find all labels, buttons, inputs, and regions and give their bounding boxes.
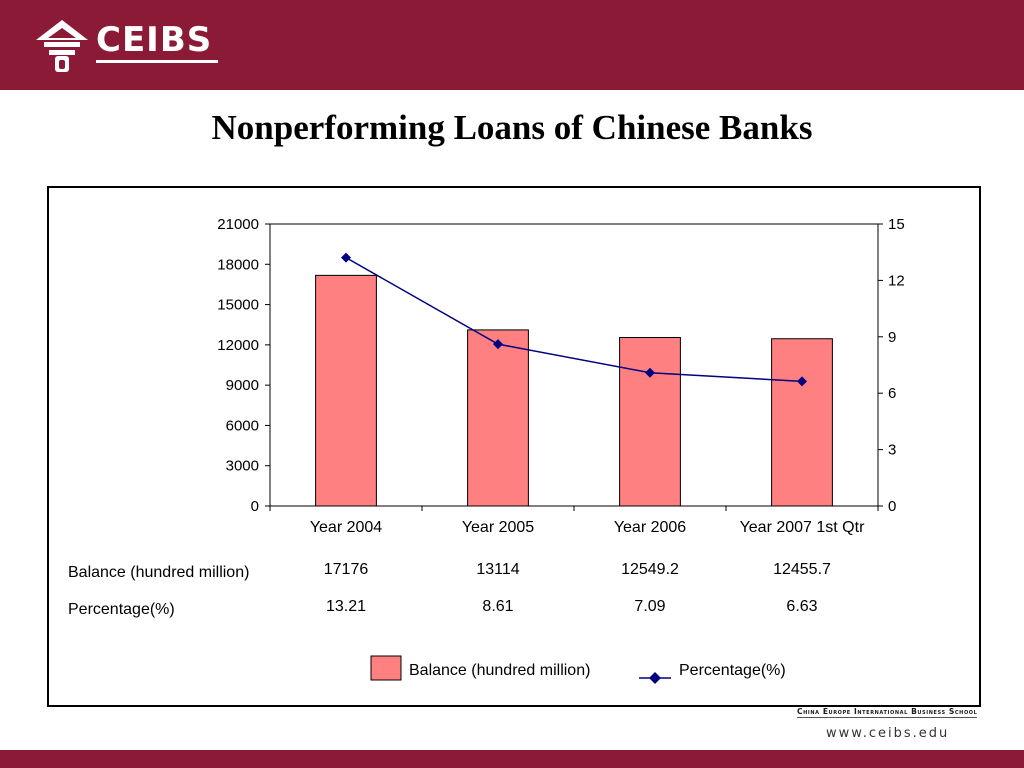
line-point xyxy=(341,252,351,263)
legend-marker-percentage xyxy=(649,672,661,684)
header-bar: CEIBS xyxy=(0,0,1024,90)
y-right-tick-label: 6 xyxy=(888,385,896,402)
table-cell: 12549.2 xyxy=(621,561,679,578)
table-cell: 8.61 xyxy=(482,598,513,615)
ceibs-logo-icon xyxy=(36,20,88,72)
combo-chart: 0 3000 6000 9000 12000 15000 18000 21000 0 3 6 9 12 1… xyxy=(68,216,905,684)
x-tick-label: Year 2004 xyxy=(310,519,382,536)
y-left-tick-label: 3000 xyxy=(226,458,259,475)
bar xyxy=(619,336,681,507)
school-name: China Europe International Business Scho… xyxy=(797,707,978,716)
y-left-tick-label: 9000 xyxy=(226,377,259,394)
footer-bar xyxy=(0,750,1024,768)
series-line xyxy=(345,257,803,383)
legend-label-percentage: Percentage(%) xyxy=(679,662,786,679)
table-cell: 12455.7 xyxy=(773,561,831,578)
table-cell: 13114 xyxy=(476,561,519,578)
line-point xyxy=(797,376,807,387)
line-point xyxy=(493,339,503,350)
y-left-tick-label: 21000 xyxy=(217,216,259,233)
y-right-tick-label: 12 xyxy=(888,272,905,289)
y-right-tick-label: 0 xyxy=(888,498,896,515)
brand-name: CEIBS xyxy=(96,20,213,60)
table-cell: 7.09 xyxy=(634,598,665,615)
table-cell: 13.21 xyxy=(326,598,366,615)
legend-label-balance: Balance (hundred million) xyxy=(409,662,590,679)
table-row-label: Percentage(%) xyxy=(68,601,175,618)
table-cell: 17176 xyxy=(324,561,369,578)
x-tick-label: Year 2005 xyxy=(462,519,534,536)
y-left-tick-label: 6000 xyxy=(226,417,259,434)
y-right-tick-label: 9 xyxy=(888,329,896,346)
bar xyxy=(771,338,833,507)
y-left-tick-label: 0 xyxy=(251,498,259,515)
y-left-tick-label: 18000 xyxy=(217,256,259,273)
y-left-tick-label: 15000 xyxy=(217,297,259,314)
table-row-label: Balance (hundred million) xyxy=(68,564,249,581)
y-left-tick-label: 12000 xyxy=(217,337,259,354)
y-right-tick-label: 15 xyxy=(888,216,905,233)
x-tick-label: Year 2007 1st Qtr xyxy=(740,519,865,536)
bar xyxy=(315,274,377,507)
bar xyxy=(467,329,529,507)
y-right-tick-label: 3 xyxy=(888,442,896,459)
line-point xyxy=(645,367,655,378)
table-cell: 6.63 xyxy=(786,598,817,615)
brand-underline xyxy=(96,60,218,63)
legend-swatch-balance xyxy=(370,655,402,681)
website-url: www.ceibs.edu xyxy=(826,726,950,741)
page-title: Nonperforming Loans of Chinese Banks xyxy=(211,108,813,147)
footer-divider xyxy=(797,717,977,718)
x-tick-label: Year 2006 xyxy=(614,519,686,536)
chart-frame: 0 3000 6000 9000 12000 15000 18000 21000 0 3 6 9 12 1… xyxy=(47,186,981,707)
